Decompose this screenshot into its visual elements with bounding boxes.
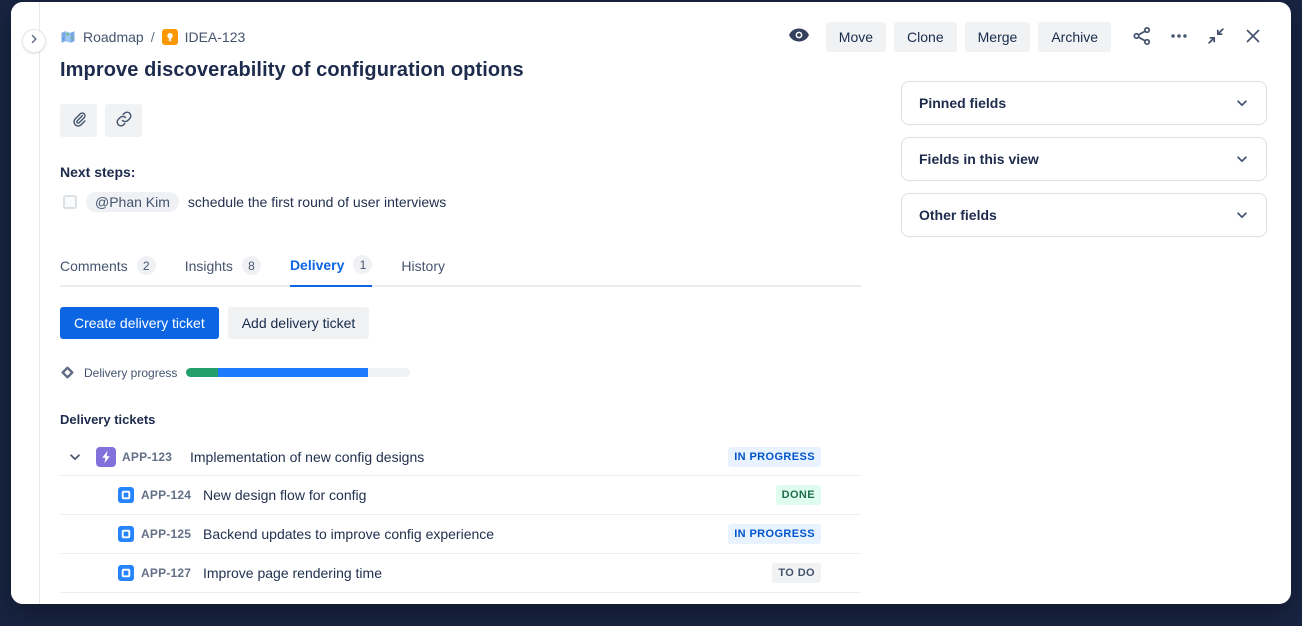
ticket-title[interactable]: Improve page rendering time	[203, 565, 382, 581]
other-fields-panel[interactable]: Other fields	[901, 193, 1267, 237]
tab-label: Insights	[184, 257, 233, 274]
next-step-item: @Phan Kim schedule the first round of us…	[60, 192, 861, 212]
panel-label: Other fields	[919, 207, 997, 223]
close-icon	[1242, 25, 1264, 50]
next-step-checkbox[interactable]	[63, 195, 77, 209]
chevron-down-icon	[1235, 208, 1249, 222]
idea-title: Improve discoverability of configuration…	[60, 59, 524, 81]
ticket-key[interactable]: APP-125	[141, 527, 192, 541]
add-attachment-button[interactable]	[60, 104, 97, 137]
status-badge[interactable]: TO DO	[772, 563, 821, 583]
tab-label: Comments	[60, 257, 128, 274]
task-icon	[118, 487, 134, 503]
ticket-key[interactable]: APP-123	[122, 450, 173, 464]
breadcrumb: Roadmap / IDEA-123	[60, 29, 245, 45]
panel-label: Pinned fields	[919, 95, 1007, 111]
idea-type-icon	[161, 29, 178, 45]
delivery-actions: Create delivery ticket Add delivery tick…	[60, 307, 861, 339]
next-step-text: schedule the first round of user intervi…	[187, 194, 447, 210]
tab-delivery-count: 1	[353, 255, 373, 274]
ticket-title[interactable]: New design flow for config	[203, 487, 367, 503]
panel-label: Fields in this view	[919, 151, 1039, 167]
fields-in-view-panel[interactable]: Fields in this view	[901, 137, 1267, 181]
main-column: Improve discoverability of configuration…	[60, 53, 861, 593]
chevron-down-icon[interactable]	[68, 450, 82, 464]
expand-sidebar-button[interactable]	[22, 29, 46, 53]
ticket-key[interactable]: APP-127	[141, 566, 192, 580]
create-delivery-ticket-button[interactable]: Create delivery ticket	[60, 307, 219, 339]
tab-bar: Comments 2 Insights 8 Delivery 1 History	[60, 255, 861, 287]
tab-comments[interactable]: Comments 2	[60, 255, 156, 287]
status-badge[interactable]: DONE	[775, 485, 821, 505]
progress-done-segment	[186, 368, 218, 377]
add-link-button[interactable]	[105, 104, 142, 137]
add-delivery-ticket-button[interactable]: Add delivery ticket	[227, 307, 370, 339]
ticket-title[interactable]: Implementation of new config designs	[190, 449, 425, 465]
more-actions-button[interactable]	[1165, 23, 1193, 51]
tab-insights[interactable]: Insights 8	[185, 255, 261, 287]
clone-button[interactable]: Clone	[894, 22, 957, 52]
next-steps-heading: Next steps:	[60, 164, 136, 180]
share-icon	[1131, 25, 1153, 50]
collapse-icon	[1205, 25, 1227, 50]
roadmap-map-icon	[60, 29, 76, 45]
archive-button[interactable]: Archive	[1038, 22, 1111, 52]
ticket-row-app-123[interactable]: APP-123 Implementation of new config des…	[60, 439, 861, 476]
progress-inprogress-segment	[217, 368, 368, 377]
ticket-key[interactable]: APP-124	[141, 488, 192, 502]
merge-button[interactable]: Merge	[964, 22, 1031, 52]
delivery-tickets-heading: Delivery tickets	[60, 412, 156, 427]
attach-row	[60, 104, 861, 137]
epic-icon	[96, 447, 116, 467]
idea-detail-modal: Roadmap / IDEA-123	[11, 2, 1291, 604]
breadcrumb-project-link[interactable]: Roadmap	[83, 29, 144, 45]
delivery-tickets-list: APP-123 Implementation of new config des…	[60, 439, 861, 593]
ticket-row-app-124[interactable]: APP-124 New design flow for config DONE	[60, 476, 861, 515]
delivery-diamond-icon	[60, 365, 75, 380]
paperclip-icon	[70, 110, 88, 131]
breadcrumb-issue-key[interactable]: IDEA-123	[184, 29, 246, 45]
tab-history[interactable]: History	[401, 255, 445, 287]
move-button[interactable]: Move	[825, 22, 887, 52]
task-icon	[118, 526, 134, 542]
tab-insights-count: 8	[241, 256, 261, 275]
collapsed-sidebar-rail	[11, 2, 40, 604]
status-badge[interactable]: IN PROGRESS	[728, 447, 821, 467]
delivery-progress-row: Delivery progress	[60, 365, 861, 380]
delivery-progress-label: Delivery progress	[84, 365, 178, 380]
close-button[interactable]	[1239, 23, 1267, 51]
chevron-down-icon	[1235, 96, 1249, 110]
header-actions: Move Clone Merge Archive	[785, 22, 1267, 52]
breadcrumb-separator: /	[150, 29, 155, 45]
collapse-button[interactable]	[1202, 23, 1230, 51]
ellipsis-icon	[1168, 25, 1190, 50]
ticket-row-app-127[interactable]: APP-127 Improve page rendering time TO D…	[60, 554, 861, 593]
ticket-title[interactable]: Backend updates to improve config experi…	[203, 526, 495, 542]
ticket-row-app-125[interactable]: APP-125 Backend updates to improve confi…	[60, 515, 861, 554]
modal-header: Roadmap / IDEA-123	[60, 2, 1267, 53]
pinned-fields-panel[interactable]: Pinned fields	[901, 81, 1267, 125]
tab-comments-count: 2	[136, 256, 156, 275]
task-icon	[118, 565, 134, 581]
tab-delivery[interactable]: Delivery 1	[289, 255, 373, 287]
watch-button[interactable]	[785, 23, 813, 51]
chevron-right-icon	[28, 32, 40, 50]
user-mention[interactable]: @Phan Kim	[86, 192, 179, 212]
eye-icon	[787, 23, 811, 52]
status-badge[interactable]: IN PROGRESS	[728, 524, 821, 544]
tab-label: Delivery	[289, 256, 345, 273]
chevron-down-icon	[1235, 152, 1249, 166]
delivery-progress-bar	[186, 368, 411, 377]
link-icon	[115, 110, 133, 131]
share-button[interactable]	[1128, 23, 1156, 51]
tab-label: History	[401, 257, 445, 274]
fields-sidebar: Pinned fields Fields in this view Other …	[901, 53, 1267, 593]
